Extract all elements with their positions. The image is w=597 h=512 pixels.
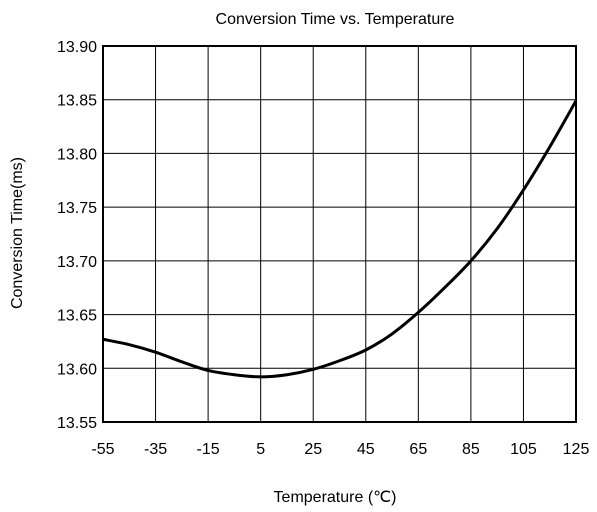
x-tick-label: 25 xyxy=(304,441,322,458)
y-tick-labels: 13.55 13.60 13.65 13.70 13.75 13.80 13.85 13.90 xyxy=(57,39,97,432)
y-tick-label: 13.60 xyxy=(57,361,97,378)
x-tick-label: -55 xyxy=(91,441,114,458)
chart-title: Conversion Time vs. Temperature xyxy=(216,11,455,28)
x-tick-label: -35 xyxy=(144,441,167,458)
plot-frame xyxy=(102,45,577,423)
x-tick-label: 65 xyxy=(409,441,427,458)
y-tick-label: 13.70 xyxy=(57,254,97,271)
y-tick-label: 13.85 xyxy=(57,93,97,110)
grid xyxy=(103,46,576,422)
x-axis-title: Temperature (℃) xyxy=(274,489,397,506)
y-axis-title: Conversion Time(ms) xyxy=(9,157,26,309)
y-tick-label: 13.90 xyxy=(57,39,97,56)
y-tick-label: 13.55 xyxy=(57,415,97,432)
y-tick-label: 13.80 xyxy=(57,146,97,163)
y-tick-label: 13.65 xyxy=(57,308,97,325)
y-tick-label: 13.75 xyxy=(57,200,97,217)
series-line xyxy=(102,100,578,379)
x-tick-label: 45 xyxy=(357,441,375,458)
x-tick-label: 125 xyxy=(563,441,590,458)
x-tick-label: 5 xyxy=(256,441,265,458)
x-tick-label: -15 xyxy=(197,441,220,458)
series-layer xyxy=(102,100,578,379)
x-tick-label: 85 xyxy=(462,441,480,458)
x-tick-labels: -55 -35 -15 5 25 45 65 85 105 125 xyxy=(91,441,589,458)
x-tick-label: 105 xyxy=(510,441,537,458)
